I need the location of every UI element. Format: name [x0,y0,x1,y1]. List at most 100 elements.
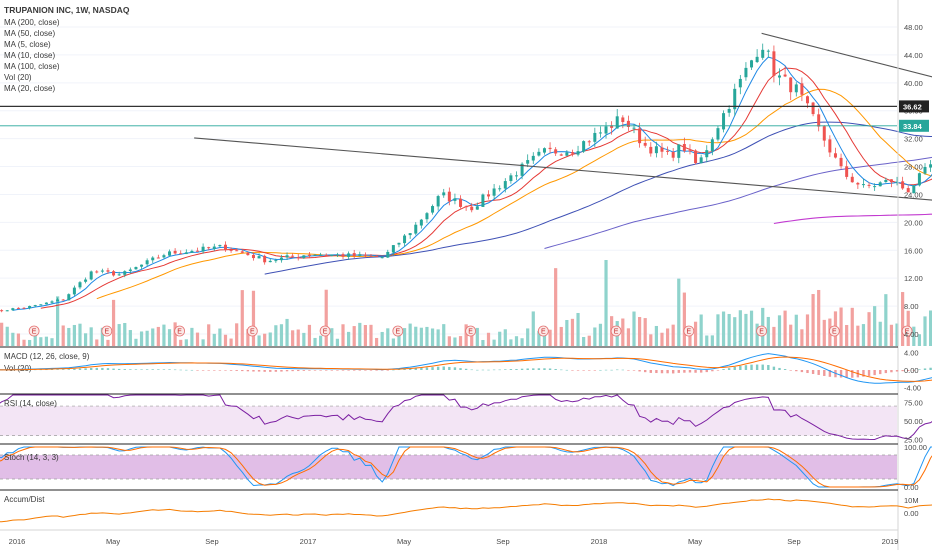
earnings-label: E [614,329,619,336]
accum-pane[interactable]: 10M 0.00 Accum/Dist [0,489,932,523]
volume-bar [61,325,65,346]
macd-pane[interactable]: MACD (12, 26, close, 9) Vol (20) 4.00 0.0… [0,346,932,393]
candle-body [923,166,927,174]
candle-body [867,184,871,186]
price-tick: 16.00 [904,246,923,255]
macd-histogram-bar [588,370,591,371]
volume-bar [492,339,496,346]
time-axis[interactable]: 2016 May Sep 2017 May Sep 2018 May Sep 2019 [0,529,898,546]
volume-bar [861,324,866,346]
earnings-marker[interactable]: E [465,325,477,337]
volume-bar [817,289,821,346]
macd-histogram-bar [671,370,675,374]
earnings-marker[interactable]: E [828,325,840,337]
macd-histogram-bar [520,368,524,370]
macd-histogram-bar [744,365,748,370]
macd-histogram-bar [683,370,686,373]
price-pane[interactable]: EEEEEEEEEEEEEEEE TRUPANION INC, 1W, NASD… [0,5,932,346]
upper-trendline[interactable] [761,32,932,157]
earnings-marker[interactable]: E [537,325,549,337]
rsi-pane[interactable]: 75.00 50.00 25.00 RSI (14, close) [0,393,932,444]
macd-histogram-bar [778,367,781,370]
earnings-marker[interactable]: E [901,325,913,337]
ma20-line [96,88,932,300]
candle-body [682,144,686,151]
candle-body [699,157,703,164]
earnings-marker[interactable]: E [28,325,40,337]
candle-body [56,299,60,302]
volume-bar [341,324,345,346]
volume-bar [106,339,110,346]
trendlines[interactable] [0,32,932,267]
candle-body [582,141,586,152]
earnings-marker[interactable]: E [610,325,622,337]
candle-body [11,308,15,311]
volume-bar [72,324,76,346]
volume-bar [128,330,132,346]
candle-body [705,150,709,158]
macd-histogram-bar [185,369,188,371]
volume-bar [660,332,664,346]
candle-body [61,299,65,301]
earnings-circle [756,325,767,337]
volume-bar [548,329,552,346]
macd-histogram-bar [828,370,832,377]
earnings-marker[interactable]: E [101,325,113,337]
volume-bar [268,332,272,346]
moving-averages [12,56,932,311]
earnings-marker[interactable]: E [756,325,767,337]
macd-histogram-bar [862,370,865,377]
indicator-label: MA (20, close) [4,84,55,93]
candle-body [895,181,899,183]
volume-bar [537,330,541,346]
volume-bar [56,296,60,346]
candle-body [156,257,160,259]
candle-body [889,179,893,183]
volume-bar [777,315,782,346]
earnings-label: E [177,329,182,336]
earnings-marker[interactable]: E [392,325,404,337]
stoch-tick: 0.00 [904,483,919,492]
indicator-label: MA (100, close) [4,62,60,71]
candle-body [436,196,440,207]
macd-histogram-bar [722,369,725,370]
macd-histogram-bar [554,368,557,370]
volume-bar [587,335,591,346]
candle-body [22,307,26,309]
macd-histogram-bar [213,370,216,371]
ma100-line [544,156,932,249]
price-badge [899,100,929,113]
macd-histogram-bar [73,368,76,370]
macd-histogram-bar [604,369,608,371]
candle-body [828,139,832,153]
macd-histogram-bar [129,369,132,370]
candle-body [649,146,653,154]
indicator-label: MA (200, close) [4,18,60,27]
macd-histogram-bar [448,366,451,370]
volume-bar [111,299,116,346]
candle-body [548,147,552,150]
earnings-marker[interactable]: E [174,325,186,337]
candle-body [481,194,485,207]
earnings-marker[interactable]: E [683,325,695,337]
macd-tick: 4.00 [904,348,919,357]
stoch-pane[interactable]: 100.00 0.00 Stoch (14, 3, 3) [0,443,932,492]
earnings-markers[interactable]: EEEEEEEEEEEEEEEE [28,325,932,337]
candle-body [850,176,854,183]
time-tick: May [688,537,702,546]
volume-bar [481,339,485,346]
earnings-marker[interactable]: E [319,325,331,337]
candle-body [671,152,675,158]
candle-body [470,206,474,211]
candle-body [16,307,20,309]
macd-histogram-bar [353,370,356,371]
price-axis[interactable]: 48.0044.0040.0036.0032.0028.0024.0020.00… [897,0,929,550]
volume-bar [402,328,407,346]
candle-body [123,271,127,275]
candle-body [5,310,9,312]
macd-histogram-bar [459,368,462,370]
earnings-label: E [468,329,473,336]
lower-trendline[interactable] [194,137,932,267]
earnings-marker[interactable]: E [246,325,258,337]
